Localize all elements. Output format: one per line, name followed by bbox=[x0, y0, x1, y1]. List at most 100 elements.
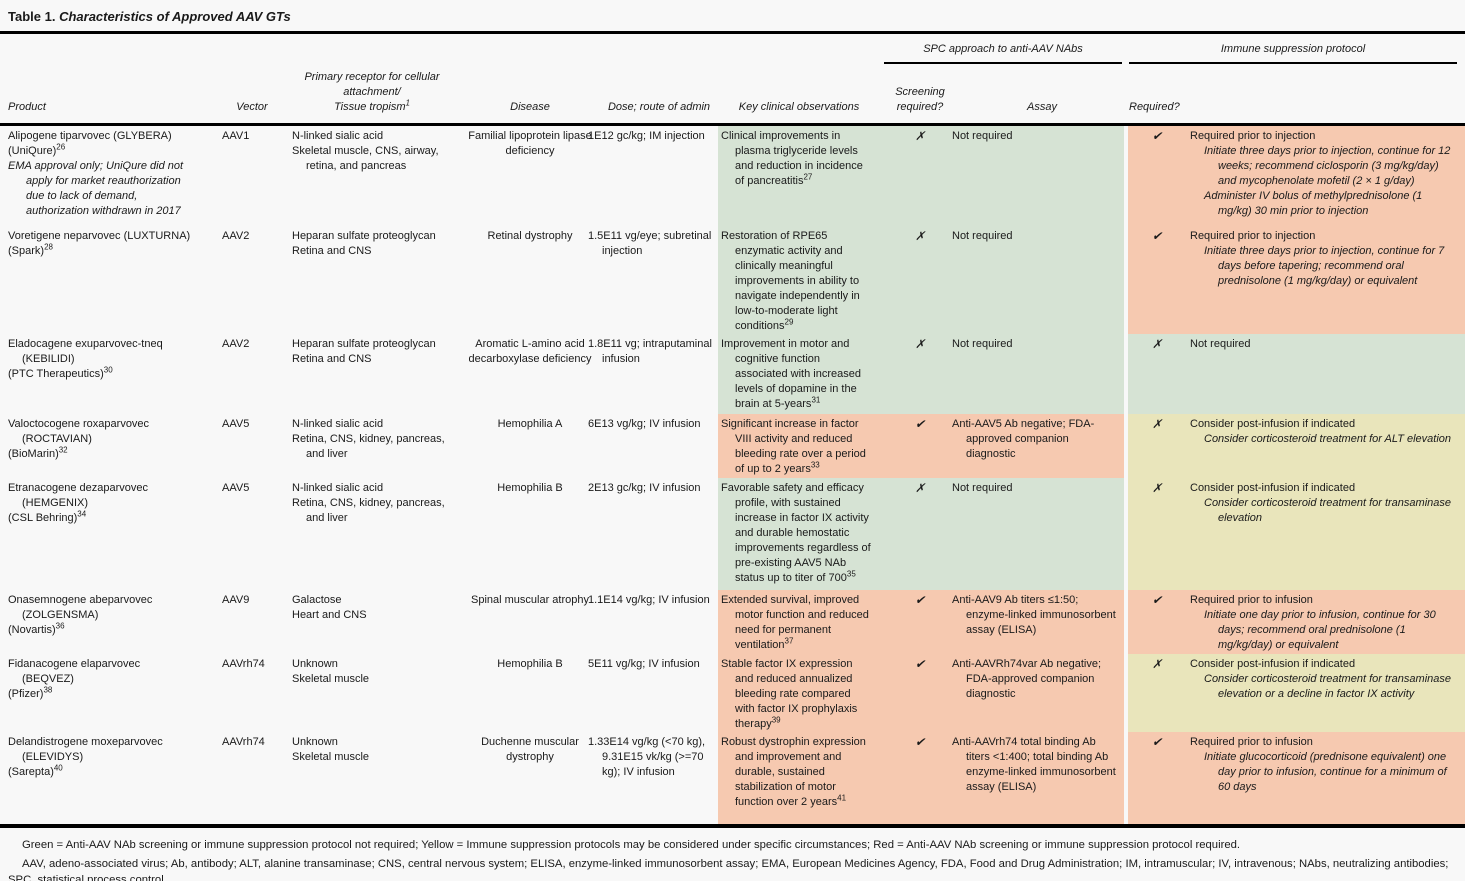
vector-cell: AAV5 bbox=[222, 482, 250, 494]
protocol-main: Consider post-infusion if indicated bbox=[1190, 658, 1356, 670]
protocol-cell: Consider post-infusion if indicated Cons… bbox=[1186, 654, 1465, 732]
key-observations-cell: Restoration of RPE65 enzymatic activity … bbox=[718, 226, 880, 334]
receptor-cell: Heparan sulfate proteoglycan Retina and … bbox=[284, 334, 460, 414]
vector-cell: AAV2 bbox=[222, 338, 250, 350]
receptor-name: Unknown bbox=[292, 658, 338, 670]
key-observations-cell: Robust dystrophin expression and improve… bbox=[718, 732, 880, 824]
receptor-cell: N-linked sialic acid Retina, CNS, kidney… bbox=[284, 414, 460, 478]
product-name: Onasemnogene abeparvovec (ZOLGENSMA) bbox=[8, 594, 153, 621]
disease-cell: Familial lipoprotein lipase deficiency bbox=[468, 130, 592, 157]
product-name: Voretigene neparvovec (LUXTURNA) bbox=[8, 230, 191, 242]
key-observations-cell: Improvement in motor and cognitive funct… bbox=[718, 334, 880, 414]
receptor-cell: N-linked sialic acid Skeletal muscle, CN… bbox=[284, 126, 460, 226]
citation-ref: 39 bbox=[771, 715, 781, 725]
receptor-name: N-linked sialic acid bbox=[292, 418, 384, 430]
key-observations-cell: Favorable safety and efficacy profile, w… bbox=[718, 478, 880, 590]
assay-cell: Anti-AAV9 Ab titers ≤1:50; enzyme-linked… bbox=[952, 590, 1124, 654]
header-label-row: Product Vector Primary receptor for cell… bbox=[0, 64, 1465, 123]
receptor-name: Galactose bbox=[292, 594, 342, 606]
key-observations-cell: Clinical improvements in plasma triglyce… bbox=[718, 126, 880, 226]
citation-ref: 33 bbox=[810, 460, 820, 470]
receptor-header-line1: Primary receptor for cellular bbox=[304, 71, 440, 83]
column-header-product: Product bbox=[8, 101, 46, 113]
table-title: Table 1. Characteristics of Approved AAV… bbox=[0, 0, 1465, 34]
column-header-key-observations: Key clinical observations bbox=[738, 101, 860, 113]
receptor-header-line2: attachment/ bbox=[343, 86, 401, 98]
product-cell: Onasemnogene abeparvovec (ZOLGENSMA) (No… bbox=[0, 590, 220, 654]
table-number: Table 1. bbox=[8, 9, 56, 24]
protocol-cell: Required prior to infusion Initiate gluc… bbox=[1186, 732, 1465, 824]
product-name: Valoctocogene roxaparvovec (ROCTAVIAN) bbox=[8, 418, 150, 445]
receptor-cell: Heparan sulfate proteoglycan Retina and … bbox=[284, 226, 460, 334]
screening-mark-icon: ✗ bbox=[880, 126, 960, 226]
product-company: (Pfizer)38 bbox=[8, 685, 53, 700]
citation-ref: 27 bbox=[803, 172, 813, 182]
citation-ref: 37 bbox=[784, 636, 794, 646]
required-mark-icon: ✔ bbox=[1124, 126, 1186, 226]
protocol-cell: Required prior to injection Initiate thr… bbox=[1186, 226, 1465, 334]
product-company: (UniQure)26 bbox=[8, 142, 66, 157]
required-mark-icon: ✔ bbox=[1124, 590, 1186, 654]
required-mark-icon: ✗ bbox=[1124, 334, 1186, 414]
column-header-assay: Assay bbox=[1027, 101, 1057, 113]
protocol-detail: Initiate three days prior to injection, … bbox=[1204, 145, 1451, 187]
key-observations-text: Robust dystrophin expression and improve… bbox=[721, 736, 866, 808]
product-company: (BioMarin)32 bbox=[8, 445, 68, 460]
disease-cell: Hemophilia A bbox=[497, 418, 563, 430]
disease-cell: Duchenne muscular dystrophy bbox=[481, 736, 579, 763]
receptor-name: N-linked sialic acid bbox=[292, 130, 384, 142]
column-header-screening: Screening required? bbox=[895, 86, 945, 113]
tissue-tropism: Retina and CNS bbox=[292, 353, 372, 365]
protocol-main: Consider post-infusion if indicated bbox=[1190, 418, 1356, 430]
disease-cell: Spinal muscular atrophy bbox=[470, 594, 589, 606]
tissue-tropism: Retina, CNS, kidney, pancreas, and liver bbox=[292, 433, 445, 460]
citation-ref: 26 bbox=[56, 142, 66, 152]
product-company: (Spark)28 bbox=[8, 242, 53, 257]
table-body: Alipogene tiparvovec (GLYBERA) (UniQure)… bbox=[0, 126, 1465, 828]
required-mark-icon: ✔ bbox=[1124, 226, 1186, 334]
protocol-detail: Initiate glucocorticoid (prednisone equi… bbox=[1204, 751, 1447, 793]
citation-ref: 30 bbox=[103, 365, 113, 375]
citation-ref: 28 bbox=[44, 242, 53, 252]
protocol-detail: Administer IV bolus of methylprednisolon… bbox=[1204, 190, 1423, 217]
vector-cell: AAV2 bbox=[222, 230, 250, 242]
protocol-detail: Consider corticosteroid treatment for AL… bbox=[1204, 433, 1452, 445]
screening-mark-icon: ✔ bbox=[880, 732, 960, 824]
dose-cell: 2E13 gc/kg; IV infusion bbox=[588, 482, 701, 494]
citation-ref: 29 bbox=[784, 317, 794, 327]
required-mark-icon: ✔ bbox=[1124, 732, 1186, 824]
product-company: (PTC Therapeutics)30 bbox=[8, 365, 113, 380]
product-cell: Valoctocogene roxaparvovec (ROCTAVIAN) (… bbox=[0, 414, 220, 478]
receptor-name: Heparan sulfate proteoglycan bbox=[292, 338, 436, 350]
screening-mark-icon: ✗ bbox=[880, 226, 960, 334]
required-mark-icon: ✗ bbox=[1124, 478, 1186, 590]
key-observations-cell: Stable factor IX expression and reduced … bbox=[718, 654, 880, 732]
tissue-tropism: Heart and CNS bbox=[292, 609, 367, 621]
receptor-cell: Galactose Heart and CNS bbox=[284, 590, 460, 654]
protocol-main: Required prior to infusion bbox=[1190, 736, 1313, 748]
protocol-detail: Consider corticosteroid treatment for tr… bbox=[1204, 673, 1451, 700]
assay-cell: Not required bbox=[952, 126, 1124, 226]
product-cell: Fidanacogene elaparvovec (BEQVEZ) (Pfize… bbox=[0, 654, 220, 732]
table-row: Onasemnogene abeparvovec (ZOLGENSMA) (No… bbox=[0, 590, 1465, 654]
dose-cell: 1.1E14 vg/kg; IV infusion bbox=[588, 594, 710, 606]
assay-cell: Not required bbox=[952, 334, 1124, 414]
product-company: (Sarepta)40 bbox=[8, 763, 63, 778]
protocol-main: Consider post-infusion if indicated bbox=[1190, 482, 1356, 494]
tissue-tropism: Retina, CNS, kidney, pancreas, and liver bbox=[292, 497, 445, 524]
protocol-cell: Not required bbox=[1186, 334, 1465, 414]
key-observations-text: Stable factor IX expression and reduced … bbox=[721, 658, 858, 730]
receptor-name: Heparan sulfate proteoglycan bbox=[292, 230, 436, 242]
key-observations-text: Extended survival, improved motor functi… bbox=[721, 594, 869, 651]
table-row: Delandistrogene moxeparvovec (ELEVIDYS) … bbox=[0, 732, 1465, 824]
column-group-immune: Immune suppression protocol bbox=[1129, 42, 1457, 64]
receptor-cell: N-linked sialic acid Retina, CNS, kidney… bbox=[284, 478, 460, 590]
citation-ref: 40 bbox=[53, 763, 63, 773]
protocol-detail: Initiate one day prior to infusion, cont… bbox=[1204, 609, 1436, 651]
receptor-name: N-linked sialic acid bbox=[292, 482, 384, 494]
column-header-disease: Disease bbox=[510, 101, 550, 113]
product-name: Eladocagene exuparvovec-tneq (KEBILIDI) bbox=[8, 338, 163, 365]
table-header: SPC approach to anti-AAV NAbs Immune sup… bbox=[0, 34, 1465, 126]
key-observations-text: Improvement in motor and cognitive funct… bbox=[721, 338, 861, 410]
disease-cell: Retinal dystrophy bbox=[487, 230, 573, 242]
